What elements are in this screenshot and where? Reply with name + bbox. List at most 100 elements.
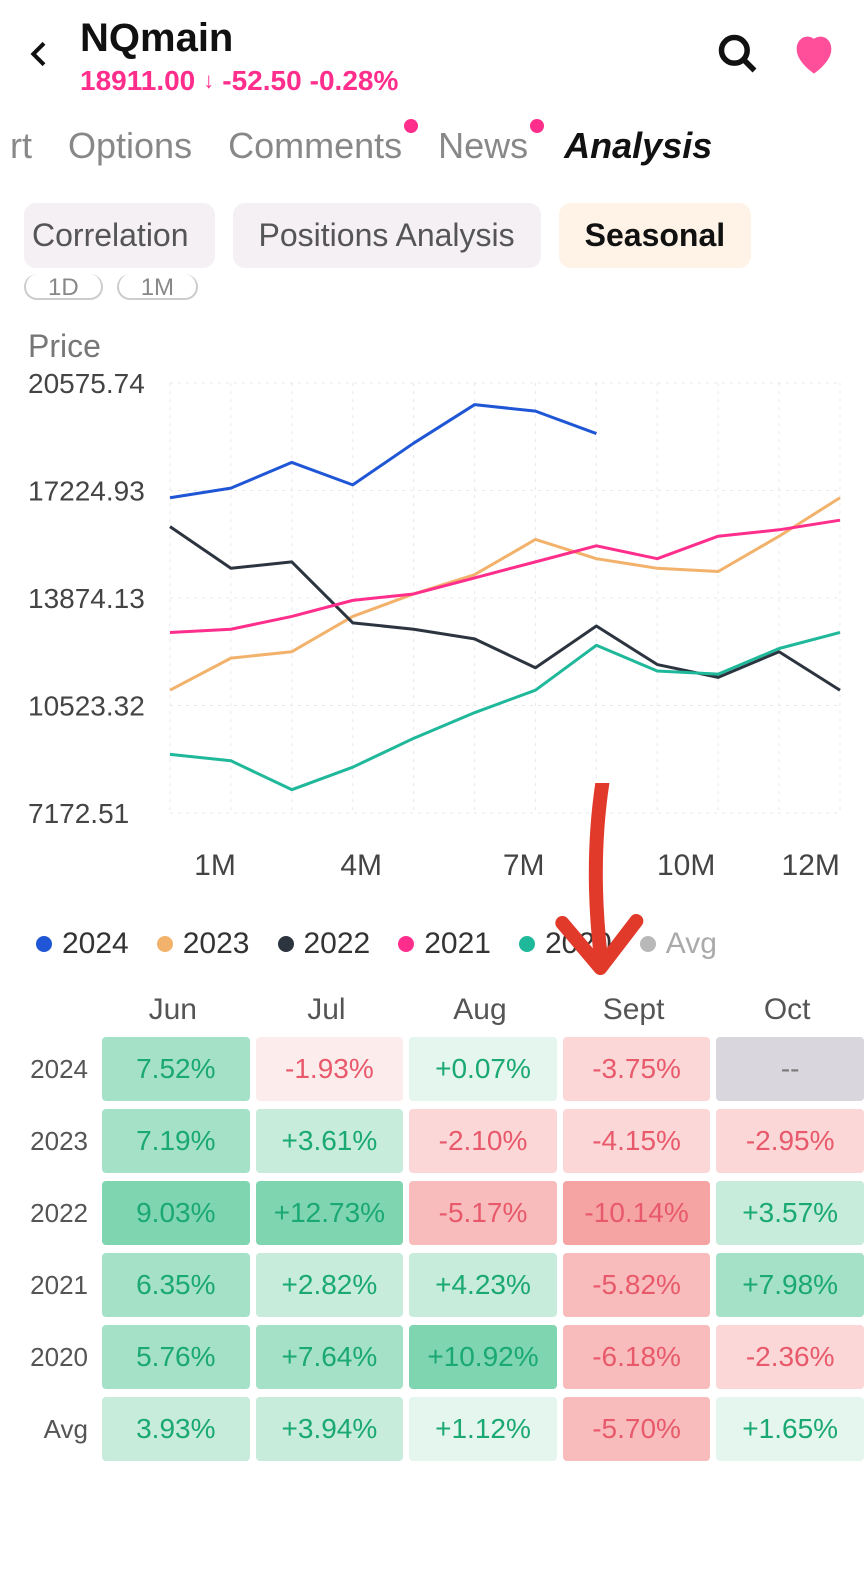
- pct-cell: +1.12%: [409, 1397, 557, 1461]
- change: -52.50: [222, 65, 301, 97]
- svg-text:13874.13: 13874.13: [28, 583, 145, 614]
- pct-cell: +12.73%: [256, 1181, 404, 1245]
- year-label: 2022: [16, 1198, 96, 1229]
- table-row: 20229.03%+12.73%-5.17%-10.14%+3.57%: [16, 1181, 864, 1245]
- pct-cell: -6.18%: [563, 1325, 711, 1389]
- notification-dot: [530, 119, 544, 133]
- legend-item-2023[interactable]: 2023: [157, 927, 250, 961]
- analysis-subtabs: Correlation Positions Analysis Seasonal: [0, 179, 864, 276]
- tab-rt[interactable]: rt: [10, 125, 32, 167]
- pct-cell: -2.36%: [716, 1325, 864, 1389]
- table-header: JunJulAugSeptOct: [16, 979, 864, 1037]
- change-pct: -0.28%: [310, 65, 399, 97]
- pct-cell: -2.10%: [409, 1109, 557, 1173]
- chart-x-labels: 1M4M7M10M12M: [0, 849, 864, 883]
- pct-cell: +10.92%: [409, 1325, 557, 1389]
- legend-item-2020[interactable]: 2020: [519, 927, 612, 961]
- series-2023: [170, 498, 840, 690]
- series-2024: [170, 405, 596, 498]
- pct-cell: +3.57%: [716, 1181, 864, 1245]
- tab-news[interactable]: News: [438, 125, 528, 167]
- pct-cell: +7.64%: [256, 1325, 404, 1389]
- legend-label: 2022: [304, 927, 371, 961]
- svg-text:17224.93: 17224.93: [28, 476, 145, 507]
- down-arrow-icon: ↓: [203, 68, 214, 94]
- table-row: 20205.76%+7.64%+10.92%-6.18%-2.36%: [16, 1325, 864, 1389]
- legend-dot: [640, 936, 656, 952]
- notification-dot: [404, 119, 418, 133]
- pct-cell: 6.35%: [102, 1253, 250, 1317]
- chart-wrap: 20575.74 17224.93 13874.13 10523.32 7172.51: [0, 373, 864, 843]
- legend-label: Avg: [666, 927, 717, 961]
- pct-cell: +3.94%: [256, 1397, 404, 1461]
- chart-legend: 2024 2023 2022 2021 2020 Avg: [0, 883, 864, 979]
- pct-cell: 9.03%: [102, 1181, 250, 1245]
- subtab-positions-analysis[interactable]: Positions Analysis: [233, 203, 541, 268]
- table-row: Avg3.93%+3.94%+1.12%-5.70%+1.65%: [16, 1397, 864, 1461]
- year-label: 2021: [16, 1270, 96, 1301]
- pct-cell: --: [716, 1037, 864, 1101]
- title-block: NQmain 18911.00 ↓ -52.50 -0.28%: [80, 16, 692, 97]
- pill-1d[interactable]: 1D: [24, 274, 103, 300]
- month-header-sept: Sept: [557, 993, 711, 1027]
- pct-cell: +2.82%: [256, 1253, 404, 1317]
- pct-cell: -5.82%: [563, 1253, 711, 1317]
- chart-title: Price: [0, 300, 864, 373]
- legend-dot: [157, 936, 173, 952]
- pct-cell: -4.15%: [563, 1109, 711, 1173]
- legend-item-avg[interactable]: Avg: [640, 927, 717, 961]
- pct-cell: +0.07%: [409, 1037, 557, 1101]
- header: NQmain 18911.00 ↓ -52.50 -0.28%: [0, 0, 864, 105]
- pct-cell: -3.75%: [563, 1037, 711, 1101]
- svg-text:20575.74: 20575.74: [28, 373, 145, 399]
- svg-text:10523.32: 10523.32: [28, 690, 145, 721]
- pct-cell: -5.70%: [563, 1397, 711, 1461]
- timeframe-pills: 1D 1M: [0, 276, 864, 300]
- pill-1m[interactable]: 1M: [117, 274, 198, 300]
- legend-label: 2024: [62, 927, 129, 961]
- legend-label: 2021: [424, 927, 491, 961]
- legend-item-2024[interactable]: 2024: [36, 927, 129, 961]
- pct-cell: 7.52%: [102, 1037, 250, 1101]
- price: 18911.00: [80, 65, 195, 97]
- main-tabs: rt Options Comments News Analysis: [0, 105, 864, 179]
- legend-dot: [519, 936, 535, 952]
- x-tick: 4M: [280, 849, 442, 883]
- pct-cell: -5.17%: [409, 1181, 557, 1245]
- year-label: 2024: [16, 1054, 96, 1085]
- legend-dot: [36, 936, 52, 952]
- svg-text:7172.51: 7172.51: [28, 798, 129, 829]
- pct-cell: 3.93%: [102, 1397, 250, 1461]
- tab-comments[interactable]: Comments: [228, 125, 402, 167]
- back-icon[interactable]: [24, 38, 56, 75]
- pct-cell: +3.61%: [256, 1109, 404, 1173]
- month-header-jul: Jul: [250, 993, 404, 1027]
- pct-cell: -10.14%: [563, 1181, 711, 1245]
- x-tick: 1M: [150, 849, 280, 883]
- year-label: Avg: [16, 1414, 96, 1445]
- tab-analysis[interactable]: Analysis: [564, 125, 712, 167]
- legend-label: 2023: [183, 927, 250, 961]
- legend-label: 2020: [545, 927, 612, 961]
- subtab-seasonal[interactable]: Seasonal: [559, 203, 752, 268]
- legend-item-2021[interactable]: 2021: [398, 927, 491, 961]
- pct-cell: 7.19%: [102, 1109, 250, 1173]
- x-tick: 12M: [767, 849, 854, 883]
- subtab-correlation[interactable]: Correlation: [24, 203, 215, 268]
- pct-cell: +4.23%: [409, 1253, 557, 1317]
- legend-item-2022[interactable]: 2022: [278, 927, 371, 961]
- table-row: 20237.19%+3.61%-2.10%-4.15%-2.95%: [16, 1109, 864, 1173]
- table-row: 20216.35%+2.82%+4.23%-5.82%+7.98%: [16, 1253, 864, 1317]
- month-header-aug: Aug: [403, 993, 557, 1027]
- favorite-icon[interactable]: [788, 28, 840, 85]
- tab-options[interactable]: Options: [68, 125, 192, 167]
- search-icon[interactable]: [716, 32, 760, 81]
- pct-cell: +1.65%: [716, 1397, 864, 1461]
- series-2020: [170, 632, 840, 789]
- table-body: 20247.52%-1.93%+0.07%-3.75%-- 20237.19%+3…: [16, 1037, 864, 1461]
- table-row: 20247.52%-1.93%+0.07%-3.75%--: [16, 1037, 864, 1101]
- pct-cell: 5.76%: [102, 1325, 250, 1389]
- symbol: NQmain: [80, 16, 692, 61]
- price-line: 18911.00 ↓ -52.50 -0.28%: [80, 65, 692, 97]
- legend-dot: [278, 936, 294, 952]
